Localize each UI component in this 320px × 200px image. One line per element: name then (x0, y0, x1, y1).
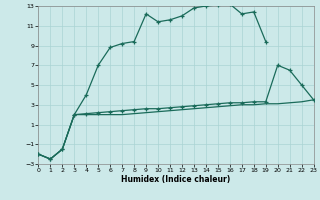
X-axis label: Humidex (Indice chaleur): Humidex (Indice chaleur) (121, 175, 231, 184)
